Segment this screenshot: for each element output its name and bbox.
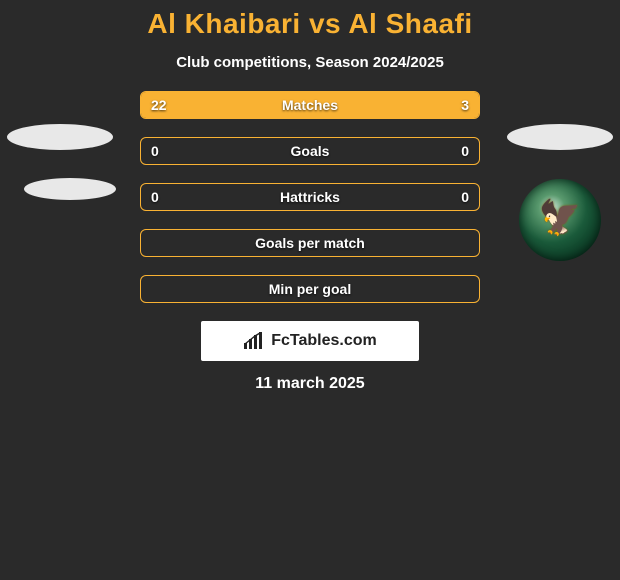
stat-value-left: 0	[141, 189, 193, 205]
watermark-text: FcTables.com	[271, 332, 377, 350]
stat-value-right: 0	[427, 189, 479, 205]
page-title: Al Khaibari vs Al Shaafi	[0, 8, 620, 40]
stat-value-right: 3	[427, 97, 479, 113]
team-left-placeholder	[24, 178, 116, 200]
stat-label: Hattricks	[193, 189, 427, 205]
stat-label: Matches	[193, 97, 427, 113]
stat-label: Min per goal	[193, 281, 427, 297]
stat-value-left: 0	[141, 143, 193, 159]
stat-label: Goals	[193, 143, 427, 159]
eagle-icon: 🦅	[539, 198, 581, 238]
stat-value-left: 22	[141, 97, 193, 113]
watermark: FcTables.com	[201, 321, 419, 361]
stat-row: 0Hattricks0	[140, 183, 480, 211]
stats-panel: 22Matches30Goals00Hattricks0Goals per ma…	[140, 91, 480, 303]
stat-label: Goals per match	[193, 235, 427, 251]
stat-row: Goals per match	[140, 229, 480, 257]
bars-icon	[243, 332, 265, 350]
player-left-placeholder	[7, 124, 113, 150]
date-text: 11 march 2025	[0, 375, 620, 393]
player-right-placeholder	[507, 124, 613, 150]
stat-row: 22Matches3	[140, 91, 480, 119]
team-right-crest: 🦅	[519, 179, 601, 261]
subtitle: Club competitions, Season 2024/2025	[0, 54, 620, 71]
stat-row: Min per goal	[140, 275, 480, 303]
stat-row: 0Goals0	[140, 137, 480, 165]
stat-value-right: 0	[427, 143, 479, 159]
